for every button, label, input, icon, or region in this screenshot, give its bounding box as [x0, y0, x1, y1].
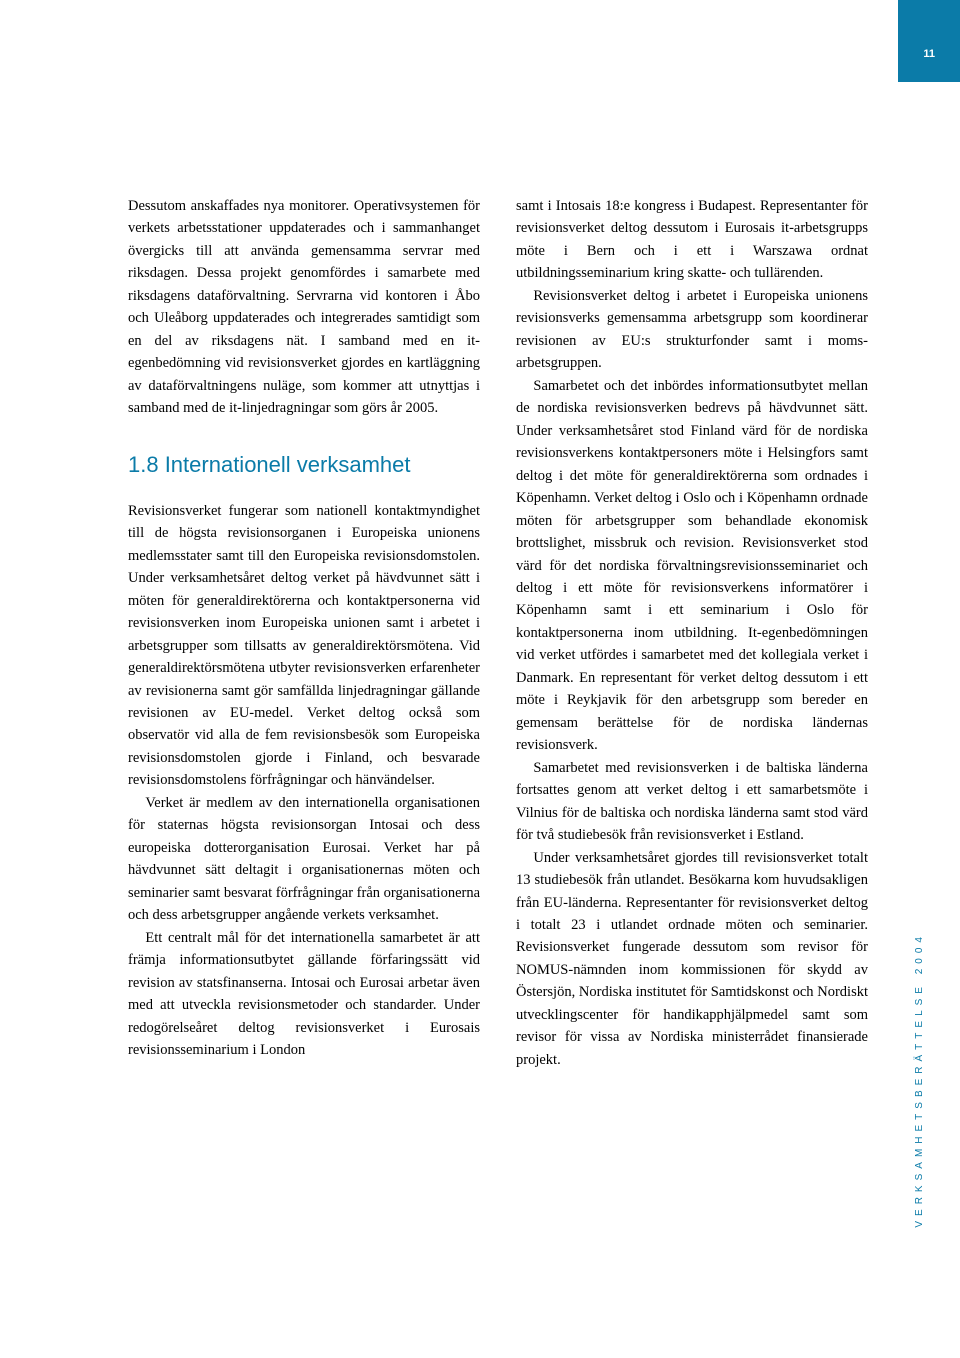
- body-paragraph: Dessutom anskaffades nya monitorer. Oper…: [128, 195, 480, 420]
- body-paragraph: Samarbetet och det inbördes informations…: [516, 375, 868, 757]
- body-paragraph: Samarbetet med revisionsverken i de balt…: [516, 757, 868, 847]
- side-label: VERKSAMHETSBERÄTTELSE 2004: [914, 932, 925, 1228]
- body-paragraph: Ett centralt mål för det internationella…: [128, 927, 480, 1062]
- body-paragraph: Revisionsverket fungerar som nationell k…: [128, 500, 480, 792]
- body-paragraph: samt i Intosais 18:e kongress i Budapest…: [516, 195, 868, 285]
- body-paragraph: Verket är medlem av den internationella …: [128, 792, 480, 927]
- section-heading: 1.8 Internationell verksamhet: [128, 448, 480, 482]
- body-paragraph: Under verksamhetsåret gjordes till revis…: [516, 847, 868, 1072]
- content-area: Dessutom anskaffades nya monitorer. Oper…: [128, 195, 868, 1071]
- page-number: 11: [923, 48, 935, 60]
- top-accent-bar: [898, 0, 960, 82]
- body-paragraph: Revisionsverket deltog i arbetet i Europ…: [516, 285, 868, 375]
- right-column: samt i Intosais 18:e kongress i Budapest…: [516, 195, 868, 1071]
- left-column: Dessutom anskaffades nya monitorer. Oper…: [128, 195, 480, 1071]
